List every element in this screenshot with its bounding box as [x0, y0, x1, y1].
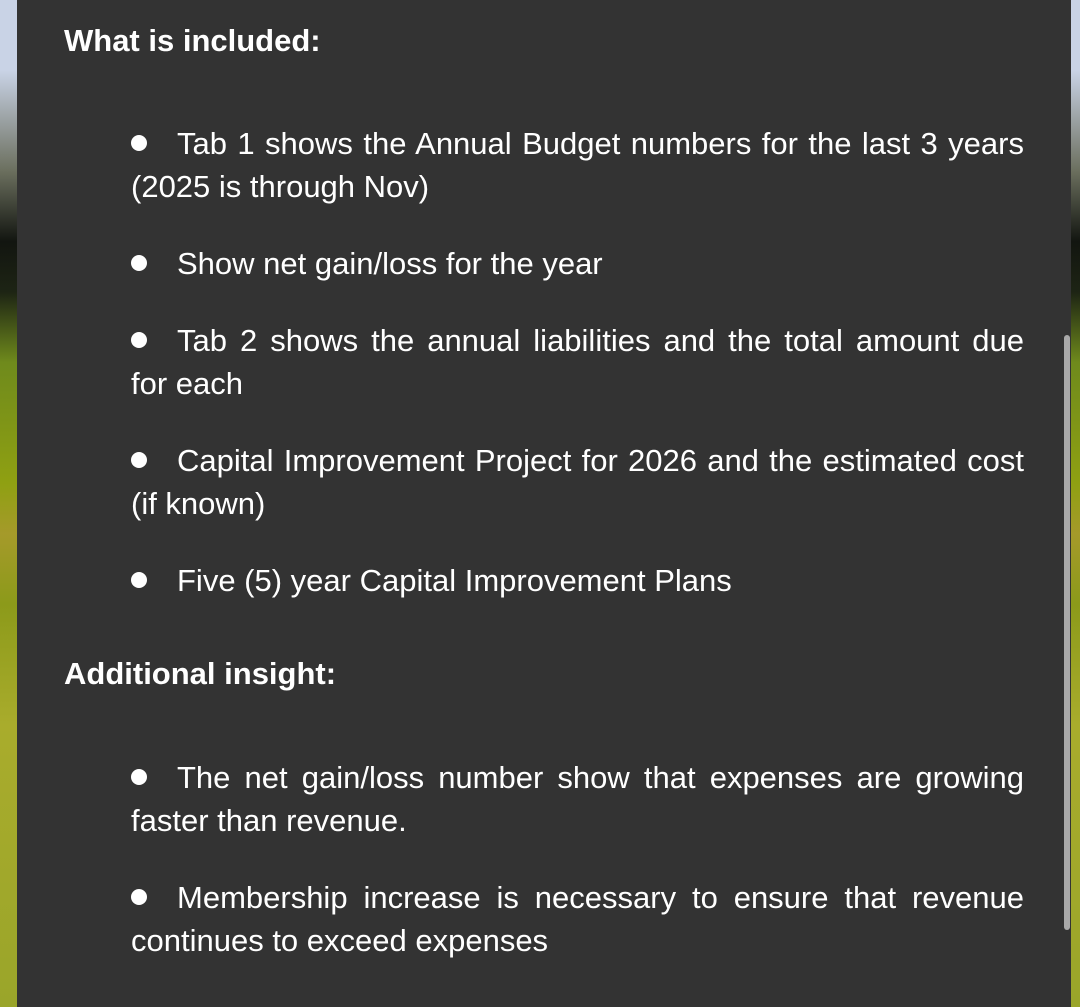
list-item: Membership increase is necessary to ensu… [131, 880, 1024, 958]
list-item: Show net gain/loss for the year [131, 242, 1024, 285]
bullet-icon [131, 452, 147, 468]
list-item: Five (5) year Capital Improvement Plans [131, 559, 1024, 602]
section-heading-included: What is included: [64, 23, 321, 58]
bullet-icon [131, 255, 147, 271]
list-item: The net gain/loss number show that expen… [131, 760, 1024, 838]
section-heading-insight: Additional insight: [64, 656, 337, 691]
bullet-icon [131, 572, 147, 588]
bullet-icon [131, 769, 147, 785]
bullet-icon [131, 332, 147, 348]
bullet-icon [131, 135, 147, 151]
list-item: Capital Improvement Project for 2026 and… [131, 443, 1024, 521]
scrollbar[interactable] [1064, 335, 1070, 930]
bullet-icon [131, 889, 147, 905]
list-item: Tab 2 shows the annual liabilities and t… [131, 323, 1024, 401]
note-panel: What is included: Tab 1 shows the Annual… [17, 0, 1071, 1007]
list-item: Tab 1 shows the Annual Budget numbers fo… [131, 126, 1024, 204]
